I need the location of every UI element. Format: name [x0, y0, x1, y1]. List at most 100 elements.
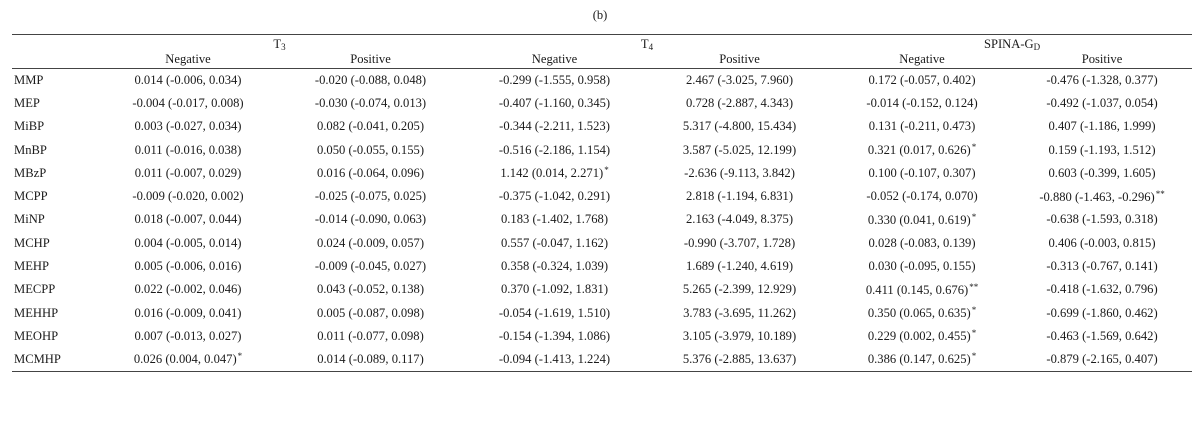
- significance-marker: *: [971, 305, 977, 316]
- row-label: MECPP: [14, 282, 56, 297]
- cell-value: 0.131 (-0.211, 0.473): [868, 119, 976, 134]
- cell-value: -0.014 (-0.152, 0.124): [866, 95, 978, 110]
- row-label: MMP: [14, 72, 44, 87]
- significance-marker: *: [237, 351, 243, 362]
- table-cell: -0.054 (-1.619, 1.510): [462, 301, 647, 324]
- table-cell: -0.418 (-1.632, 0.796): [1012, 278, 1192, 301]
- cell-value: 0.603 (-0.399, 1.605): [1048, 165, 1156, 180]
- table-cell: 0.016 (-0.009, 0.041): [97, 301, 279, 324]
- cell-value: 2.467 (-3.025, 7.960): [686, 72, 794, 87]
- cell-value: -0.880 (-1.463, -0.296): [1039, 189, 1155, 204]
- table-cell: 0.603 (-0.399, 1.605): [1012, 162, 1192, 185]
- table-row: MEHHP 0.016 (-0.009, 0.041) 0.005 (-0.087,…: [12, 301, 1192, 324]
- table-cell: 0.004 (-0.005, 0.014): [97, 232, 279, 255]
- cell-value: 0.350 (0.065, 0.635): [867, 306, 971, 321]
- cell-value: 0.082 (-0.041, 0.205): [316, 119, 425, 134]
- table-row: MECPP 0.022 (-0.002, 0.046) 0.043 (-0.052,…: [12, 278, 1192, 301]
- cell-value: -0.407 (-1.160, 0.345): [498, 95, 611, 110]
- subheader-cell: Positive: [279, 52, 463, 69]
- significance-marker: **: [969, 281, 979, 292]
- cell-value: 0.014 (-0.006, 0.034): [134, 72, 242, 87]
- group-header-row: T3 T4 SPINA-GD: [12, 34, 1193, 52]
- table-cell: 3.783 (-3.695, 11.262): [647, 301, 832, 324]
- cell-value: -0.094 (-1.413, 1.224): [498, 351, 611, 366]
- group-header-spina-gd: SPINA-GD: [832, 34, 1193, 52]
- cell-value: 0.172 (-0.057, 0.402): [868, 72, 976, 87]
- table-cell: 0.229 (0.002, 0.455)*: [832, 325, 1012, 348]
- table-cell: 0.005 (-0.087, 0.098): [279, 301, 462, 324]
- table-cell: 0.018 (-0.007, 0.044): [97, 208, 279, 231]
- cell-value: -0.990 (-3.707, 1.728): [683, 235, 796, 250]
- table-row: MnBP 0.011 (-0.016, 0.038) 0.050 (-0.055, …: [12, 138, 1192, 161]
- row-label: MiBP: [14, 119, 45, 134]
- cell-value: 0.016 (-0.064, 0.096): [316, 165, 425, 180]
- subheader-cell: Positive: [647, 52, 833, 69]
- cell-value: -0.009 (-0.020, 0.002): [132, 189, 244, 204]
- cell-value: 2.818 (-1.194, 6.831): [686, 189, 794, 204]
- cell-value: 0.003 (-0.027, 0.034): [134, 119, 242, 134]
- table-cell: -0.052 (-0.174, 0.070): [832, 185, 1012, 208]
- table-cell: 0.011 (-0.077, 0.098): [279, 325, 462, 348]
- cell-value: 0.011 (-0.016, 0.038): [134, 142, 242, 157]
- table-cell: 0.011 (-0.016, 0.038): [97, 138, 279, 161]
- table-row: MCHP 0.004 (-0.005, 0.014) 0.024 (-0.009, …: [12, 232, 1192, 255]
- table-row: MiNP 0.018 (-0.007, 0.044) -0.014 (-0.090,…: [12, 208, 1192, 231]
- cell-value: 0.100 (-0.107, 0.307): [868, 165, 976, 180]
- table-row: MiBP 0.003 (-0.027, 0.034) 0.082 (-0.041, …: [12, 115, 1192, 138]
- table-cell: -0.004 (-0.017, 0.008): [97, 92, 279, 115]
- subheader-cell: Negative: [462, 52, 648, 69]
- table-row: MCMHP 0.026 (0.004, 0.047)* 0.014 (-0.089,…: [12, 348, 1193, 372]
- significance-marker: *: [971, 328, 977, 339]
- table-cell: -0.009 (-0.020, 0.002): [97, 185, 279, 208]
- table-cell: 0.050 (-0.055, 0.155): [279, 138, 462, 161]
- table-cell: -0.492 (-1.037, 0.054): [1012, 92, 1192, 115]
- table-cell: -2.636 (-9.113, 3.842): [647, 162, 832, 185]
- results-table: T3 T4 SPINA-GD Negative Positive Negativ…: [12, 34, 1193, 372]
- table-row: MEOHP 0.007 (-0.013, 0.027) 0.011 (-0.077,…: [12, 325, 1192, 348]
- subheader-cell: Positive: [1012, 52, 1193, 69]
- table-cell: 2.818 (-1.194, 6.831): [647, 185, 832, 208]
- cell-value: -0.299 (-1.555, 0.958): [498, 72, 611, 87]
- cell-value: 5.265 (-2.399, 12.929): [682, 282, 797, 297]
- table-cell: 0.406 (-0.003, 0.815): [1012, 232, 1192, 255]
- table-cell: 0.100 (-0.107, 0.307): [832, 162, 1012, 185]
- table-cell: 0.386 (0.147, 0.625)*: [832, 348, 1013, 372]
- cell-value: 1.689 (-1.240, 4.619): [686, 259, 794, 274]
- cell-value: -0.463 (-1.569, 0.642): [1046, 328, 1158, 343]
- cell-value: -0.476 (-1.328, 0.377): [1046, 72, 1158, 87]
- table-caption: (b): [592, 8, 608, 22]
- table-cell: -0.313 (-0.767, 0.141): [1012, 255, 1192, 278]
- group-header-subscript: D: [1033, 42, 1041, 52]
- cell-value: 0.358 (-0.324, 1.039): [500, 259, 609, 274]
- cell-value: -2.636 (-9.113, 3.842): [684, 165, 795, 180]
- table-body: MMP 0.014 (-0.006, 0.034) -0.020 (-0.088, …: [12, 69, 1193, 372]
- table-cell: -0.020 (-0.088, 0.048): [279, 69, 462, 92]
- cell-value: 1.142 (0.014, 2.271): [500, 166, 604, 181]
- cell-value: 0.557 (-0.047, 1.162): [500, 235, 609, 250]
- significance-marker: *: [604, 165, 609, 176]
- table-cell: 0.022 (-0.002, 0.046): [97, 278, 279, 301]
- cell-value: 3.783 (-3.695, 11.262): [683, 305, 796, 320]
- significance-marker: *: [971, 142, 977, 153]
- table-cell: -0.516 (-2.186, 1.154): [462, 138, 647, 161]
- table-cell: 0.131 (-0.211, 0.473): [832, 115, 1012, 138]
- table-cell: -0.375 (-1.042, 0.291): [462, 185, 647, 208]
- table-cell: 0.003 (-0.027, 0.034): [97, 115, 279, 138]
- table-cell: -0.154 (-1.394, 1.086): [462, 325, 647, 348]
- group-header-base: T: [640, 37, 649, 51]
- table-cell: 0.028 (-0.083, 0.139): [832, 232, 1012, 255]
- table-row: MCPP -0.009 (-0.020, 0.002) -0.025 (-0.075…: [12, 185, 1192, 208]
- significance-marker: *: [971, 211, 977, 222]
- corner-cell: [12, 52, 97, 69]
- table-cell: 0.370 (-1.092, 1.831): [462, 278, 647, 301]
- table-cell: -0.094 (-1.413, 1.224): [462, 348, 648, 372]
- significance-marker: *: [971, 351, 977, 362]
- table-cell: 0.411 (0.145, 0.676)**: [832, 278, 1012, 301]
- table-cell: 0.183 (-1.402, 1.768): [462, 208, 647, 231]
- table-cell: -0.880 (-1.463, -0.296)**: [1012, 185, 1192, 208]
- cell-value: -0.418 (-1.632, 0.796): [1046, 282, 1158, 297]
- row-label: MCPP: [14, 189, 48, 204]
- cell-value: 0.005 (-0.006, 0.016): [134, 259, 242, 274]
- cell-value: 0.229 (0.002, 0.455): [867, 329, 971, 344]
